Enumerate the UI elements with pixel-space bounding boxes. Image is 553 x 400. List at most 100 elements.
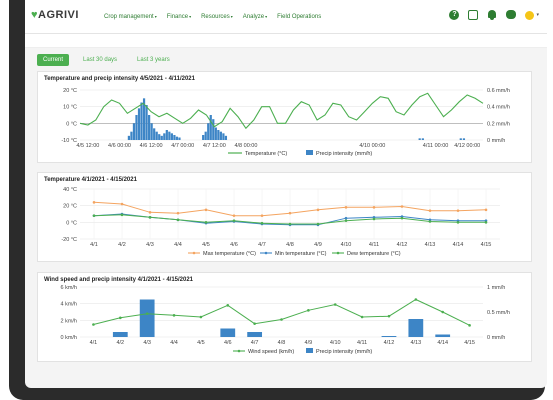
precip-bar [459, 138, 462, 140]
precip-bar [158, 134, 161, 140]
data-point [288, 222, 292, 226]
x-tick-label: 4/2 [116, 340, 124, 346]
data-point [344, 216, 348, 220]
tab-last-30-days[interactable]: Last 30 days [83, 57, 118, 63]
data-point [119, 316, 122, 320]
x-tick-label: 4/5 12:00 [76, 143, 99, 149]
data-point [400, 216, 404, 220]
y-tick-label: 0 °C [66, 121, 77, 127]
menu-label: Finance [166, 14, 189, 20]
data-point [484, 221, 488, 224]
legend-marker [336, 251, 340, 255]
x-tick-label: 4/1 [90, 340, 98, 346]
help-icon[interactable]: ? [449, 10, 460, 20]
precip-bar [153, 128, 156, 140]
leaf-icon: ♥ [31, 9, 39, 21]
data-point [456, 209, 460, 212]
chevron-down-icon: ▾ [189, 14, 192, 19]
menu-analyze[interactable]: Analyze▾ [238, 0, 272, 34]
temperature-line [79, 92, 484, 130]
y-right-tick-label: 0.5 mm/h [487, 310, 510, 316]
precip-bar [139, 299, 155, 337]
precip-bar [137, 108, 141, 140]
data-point [316, 208, 320, 212]
menu-resources[interactable]: Resources▾ [196, 0, 238, 34]
y-right-tick-label: 1 mm/h [487, 285, 505, 291]
data-point [428, 220, 432, 223]
data-point [288, 211, 292, 215]
tab-last-3-years[interactable]: Last 3 years [137, 57, 170, 63]
precip-bar [224, 135, 228, 140]
precip-bar [112, 332, 128, 337]
y-tick-label: 20 °C [63, 204, 77, 210]
x-tick-label: 4/15 [481, 242, 492, 248]
main-menu: Crop management▾ Finance▾ Resources▾ Ana… [99, 0, 326, 34]
data-point [316, 222, 320, 226]
data-point [176, 211, 180, 215]
data-point [468, 324, 471, 327]
precip-bar [217, 130, 220, 140]
data-point [204, 208, 208, 212]
x-tick-label: 4/14 [437, 340, 448, 346]
y-tick-label: -10 °C [61, 138, 77, 144]
precip-bar [130, 131, 133, 140]
x-tick-label: 4/12 00:00 [454, 143, 480, 149]
precip-bar [222, 133, 225, 140]
x-tick-label: 4/6 12:00 [140, 143, 163, 149]
x-tick-label: 4/2 [118, 242, 126, 248]
x-tick-label: 4/11 [357, 340, 367, 346]
precip-bar [214, 127, 217, 140]
x-tick-label: 4/14 [453, 242, 464, 248]
data-point [372, 206, 376, 209]
data-point [199, 315, 203, 319]
precip-bar [408, 319, 424, 337]
data-point [204, 221, 208, 224]
legend-bar-swatch [306, 150, 313, 155]
chart-panel-wind-precip: Wind speed and precip intensity 4/1/2021… [37, 272, 532, 362]
x-tick-label: 4/7 [258, 242, 266, 248]
chart-panel-temp-precip-week: Temperature and precip intensity 4/5/202… [37, 71, 532, 163]
y-tick-label: 0 °C [66, 220, 77, 226]
data-point [387, 314, 391, 318]
chart-title: Wind speed and precip intensity 4/1/2021… [44, 277, 194, 283]
legend-label: Wind speed (km/h) [248, 349, 294, 355]
data-point [441, 310, 445, 314]
legend-label: Max temperature (°C) [203, 251, 256, 257]
precip-bar [421, 138, 424, 140]
precip-bar [168, 131, 171, 140]
menu-finance[interactable]: Finance▾ [162, 0, 196, 34]
agrivi-logo[interactable]: ♥AGRIVI [31, 9, 79, 21]
legend-label: Precip intensity (mm/h) [316, 151, 372, 157]
chevron-down-icon: ▾ [154, 14, 157, 19]
x-tick-label: 4/6 [224, 340, 232, 346]
legend-marker [192, 251, 196, 255]
chart-title: Temperature and precip intensity 4/5/202… [44, 76, 195, 82]
x-tick-label: 4/8 00:00 [234, 143, 257, 149]
data-point [172, 314, 176, 317]
chart-temperature: 40 °C 20 °C 0 °C -20 °C 4/1 4/2 4/3 4/4 4/5 4/6 4/… [61, 187, 500, 257]
avatar [525, 10, 535, 20]
calendar-icon[interactable] [468, 10, 479, 20]
data-point [148, 211, 152, 214]
x-tick-label: 4/7 12:00 [203, 143, 226, 149]
bell-icon[interactable] [487, 10, 497, 20]
y-right-tick-label: 0.4 mm/h [487, 105, 510, 111]
legend-marker [237, 349, 241, 353]
precip-bar [142, 98, 146, 140]
tab-current[interactable]: Current [37, 54, 70, 66]
chart-temp-precip-week: 20 °C 10 °C 0 °C -10 °C 0.6 mm/h 0.4 mm/h 0.2 … [61, 88, 510, 157]
data-point [260, 214, 264, 217]
chat-icon[interactable] [506, 10, 517, 19]
user-menu[interactable]: ▾ [525, 10, 539, 20]
precip-bar [148, 115, 151, 140]
menu-field-operations[interactable]: Field Operations [272, 0, 326, 34]
precip-bar [170, 133, 173, 140]
x-tick-label: 4/4 [174, 242, 182, 248]
y-tick-label: 40 °C [63, 187, 77, 193]
precip-bar [127, 135, 130, 140]
chart-panel-temperature: Temperature 4/1/2021 - 4/15/2021 40 °C 20… [37, 172, 532, 262]
data-point [92, 214, 96, 217]
menu-crop-management[interactable]: Crop management▾ [99, 0, 162, 34]
chart-wind-precip: 6 km/h 4 km/h 2 km/h 0 km/h 1 mm/h 0.5 mm/h 0 … [60, 285, 510, 355]
chevron-down-icon: ▾ [536, 12, 539, 18]
